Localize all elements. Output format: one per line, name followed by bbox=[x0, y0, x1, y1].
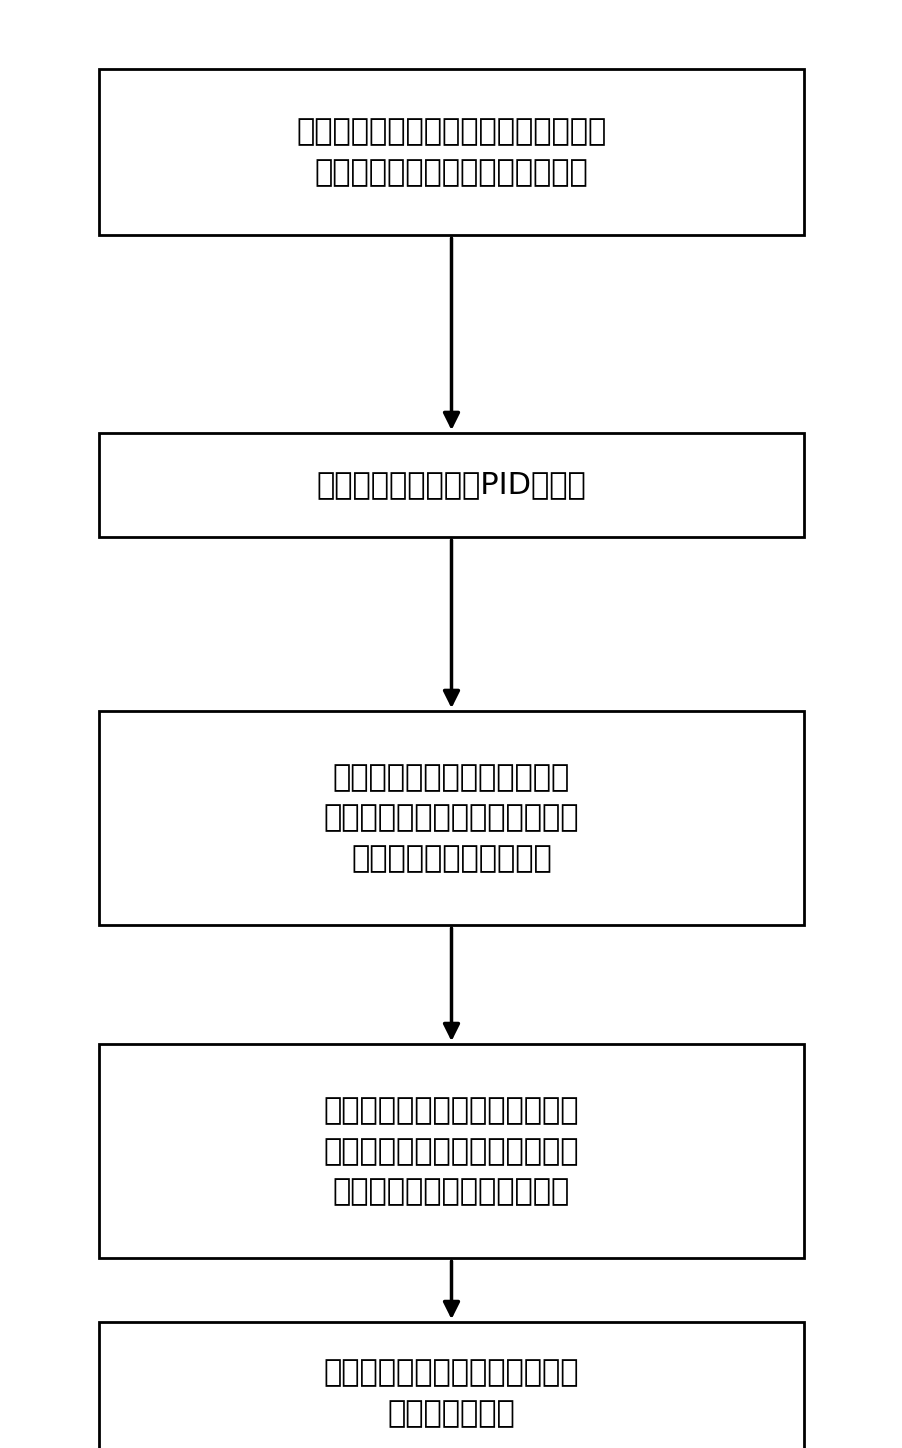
Bar bbox=[99, 1044, 803, 1258]
Text: 针对速度子系统设计PID控制器: 针对速度子系统设计PID控制器 bbox=[317, 471, 585, 500]
Bar bbox=[99, 433, 803, 537]
Text: 按照上述结果得到高超声速飞行
器控制输入（舵偏角和节流阀开
度）以实现高度和速度的跟踪: 按照上述结果得到高超声速飞行 器控制输入（舵偏角和节流阀开 度）以实现高度和速度… bbox=[324, 1096, 578, 1206]
Bar bbox=[99, 68, 803, 235]
Bar bbox=[99, 711, 803, 925]
Text: 根据非最小相位飞行器动力学进行功能
解耦得到速度子系统和高度子系统: 根据非最小相位飞行器动力学进行功能 解耦得到速度子系统和高度子系统 bbox=[296, 117, 606, 187]
Bar bbox=[99, 1322, 803, 1448]
Text: 针对高度子系统进行输出重定
义，建立内动态和外动态设计基
于复合学习的滑模控制器: 针对高度子系统进行输出重定 义，建立内动态和外动态设计基 于复合学习的滑模控制器 bbox=[324, 763, 578, 873]
Text: 应用上述控制方法于非最小相位
高超声速飞行器: 应用上述控制方法于非最小相位 高超声速飞行器 bbox=[324, 1358, 578, 1428]
